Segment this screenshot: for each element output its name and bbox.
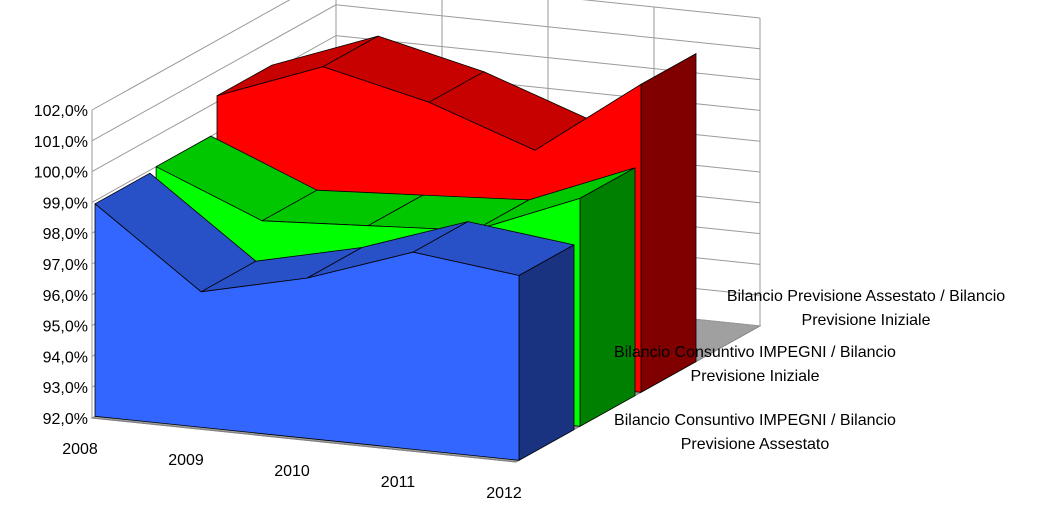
series-2-side-face bbox=[579, 167, 636, 427]
y-tick-label: 96,0% bbox=[43, 288, 88, 305]
y-tick-label: 102,0% bbox=[34, 103, 88, 120]
series-group bbox=[94, 35, 697, 461]
x-axis-line bbox=[91, 417, 517, 463]
legend-line: Previsione Iniziale bbox=[691, 368, 820, 385]
x-tick-label: 2009 bbox=[168, 452, 204, 469]
x-tick-label: 2010 bbox=[274, 463, 310, 480]
axis-labels: 92,0% 93,0% 94,0% 95,0% 96,0% 97,0% 98,0% 99,0%… bbox=[34, 103, 522, 502]
series-1-side-face bbox=[518, 244, 575, 461]
gridline-y bbox=[91, 0, 761, 111]
series-3-side-face bbox=[640, 53, 697, 393]
legend-item-1: Bilancio Consuntivo IMPEGNI / Bilancio Pr… bbox=[614, 412, 896, 453]
legend-line: Previsione Iniziale bbox=[802, 312, 931, 329]
y-tick-label: 97,0% bbox=[43, 257, 88, 274]
legend-item-3: Bilancio Previsione Assestato / Bilancio… bbox=[727, 288, 1005, 329]
legend-line: Bilancio Previsione Assestato / Bilancio bbox=[727, 288, 1005, 305]
y-tick-label: 98,0% bbox=[43, 226, 88, 243]
y-tick-label: 99,0% bbox=[43, 195, 88, 212]
x-tick-label: 2011 bbox=[381, 474, 416, 491]
y-tick-label: 95,0% bbox=[43, 319, 88, 336]
x-tick-label: 2012 bbox=[486, 485, 522, 502]
legend-item-2: Bilancio Consuntivo IMPEGNI / Bilancio Pr… bbox=[614, 344, 896, 385]
x-tick-label: 2008 bbox=[62, 441, 98, 458]
legend-line: Previsione Assestato bbox=[681, 436, 830, 453]
y-tick-label: 100,0% bbox=[34, 165, 88, 182]
legend-line: Bilancio Consuntivo IMPEGNI / Bilancio bbox=[614, 344, 896, 361]
series-1-front-face bbox=[94, 203, 520, 461]
y-tick-label: 93,0% bbox=[43, 380, 88, 397]
y-tick-label: 101,0% bbox=[34, 134, 88, 151]
y-tick-label: 92,0% bbox=[43, 411, 88, 428]
legend: Bilancio Consuntivo IMPEGNI / Bilancio Pr… bbox=[614, 288, 1005, 453]
legend-line: Bilancio Consuntivo IMPEGNI / Bilancio bbox=[614, 412, 896, 429]
series-1 bbox=[94, 172, 575, 461]
y-tick-label: 94,0% bbox=[43, 349, 88, 366]
